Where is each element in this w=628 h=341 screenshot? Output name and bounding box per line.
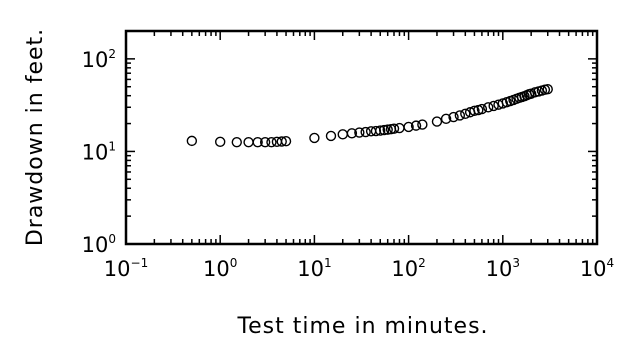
data-point [346, 128, 358, 139]
data-point [280, 135, 292, 147]
data-point [483, 102, 494, 113]
data-point [325, 130, 337, 142]
x-tick-label: 103 [486, 256, 520, 281]
data-point [440, 113, 452, 125]
data-point [469, 105, 480, 116]
data-point [488, 100, 499, 112]
x-tick-label: 10−1 [104, 256, 148, 281]
data-point [375, 125, 386, 136]
data-point [259, 136, 271, 148]
data-point [448, 111, 459, 123]
y-tick-label: 100 [82, 232, 116, 257]
data-point [186, 135, 198, 147]
y-axis-title: Drawdown in feet. [23, 28, 48, 246]
y-tick-label: 101 [82, 139, 116, 164]
data-point [454, 110, 466, 121]
x-tick-label: 100 [203, 256, 237, 281]
data-point [460, 108, 471, 120]
x-axis-title: Test time in minutes. [236, 314, 488, 339]
data-point [394, 122, 405, 134]
data-point [360, 126, 371, 138]
data-point [542, 84, 553, 95]
x-tick-label: 104 [580, 256, 614, 281]
data-point [243, 136, 254, 148]
data-point [417, 119, 428, 130]
data-point [252, 136, 263, 148]
data-point [266, 136, 277, 148]
data-point [410, 120, 422, 131]
x-tick-label: 102 [391, 256, 425, 281]
data-point [476, 103, 488, 115]
plot-frame [124, 29, 599, 246]
data-point [309, 132, 320, 144]
y-tick-label: 102 [82, 47, 116, 72]
data-point [337, 129, 348, 140]
data-point [370, 125, 382, 137]
data-point [403, 121, 414, 133]
data-point [388, 123, 400, 134]
x-tick-label: 101 [297, 256, 331, 281]
data-point [231, 136, 242, 148]
data-point [431, 116, 443, 127]
data-points [186, 84, 553, 148]
x-tick-labels: 10−1 100 101 102 103 104 [104, 256, 614, 281]
data-point [378, 124, 390, 136]
data-point [276, 136, 287, 147]
data-point [354, 127, 365, 138]
data-point [214, 136, 226, 148]
y-tick-labels: 100 101 102 [82, 47, 116, 257]
axis-ticks [125, 30, 597, 245]
